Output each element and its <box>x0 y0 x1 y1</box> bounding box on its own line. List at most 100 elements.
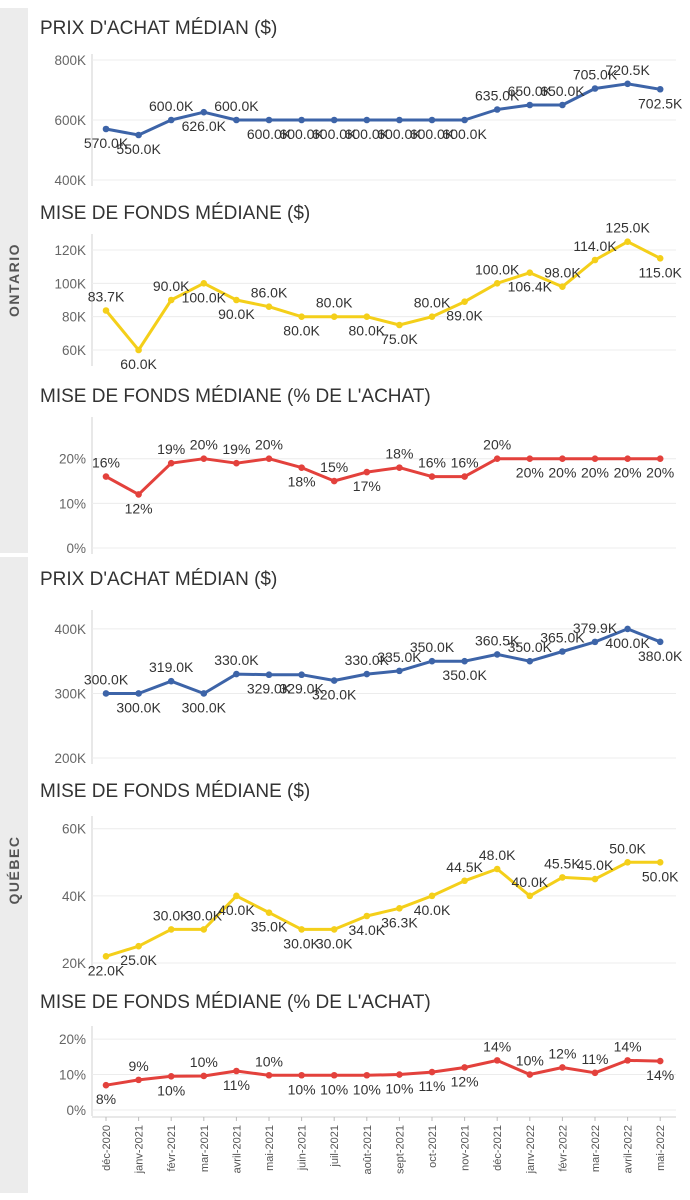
data-point[interactable] <box>135 1076 142 1084</box>
data-point[interactable] <box>265 1071 273 1079</box>
data-point[interactable] <box>591 455 599 463</box>
data-point[interactable] <box>526 101 534 109</box>
data-point[interactable] <box>559 1064 566 1071</box>
data-point[interactable] <box>461 298 468 305</box>
data-point[interactable] <box>526 657 534 665</box>
data-point[interactable] <box>102 473 110 480</box>
data-point[interactable] <box>656 638 664 646</box>
data-point[interactable] <box>298 1071 305 1079</box>
data-point[interactable] <box>493 1057 501 1064</box>
data-point[interactable] <box>428 116 436 124</box>
data-point[interactable] <box>330 313 338 320</box>
data-point[interactable] <box>135 346 142 354</box>
data-point[interactable] <box>656 455 664 463</box>
data-point[interactable] <box>624 1057 631 1064</box>
data-point[interactable] <box>167 459 175 467</box>
data-point[interactable] <box>265 116 273 124</box>
data-point[interactable] <box>493 106 501 113</box>
data-point[interactable] <box>591 256 599 264</box>
data-point[interactable] <box>298 116 305 124</box>
data-point[interactable] <box>102 690 110 697</box>
data-point[interactable] <box>265 909 273 916</box>
data-point[interactable] <box>265 303 273 310</box>
data-point[interactable] <box>102 307 110 314</box>
data-point[interactable] <box>330 477 338 485</box>
data-point[interactable] <box>624 625 631 633</box>
data-point[interactable] <box>428 1068 436 1076</box>
data-point[interactable] <box>396 904 403 912</box>
data-point[interactable] <box>298 313 305 320</box>
data-point[interactable] <box>298 464 305 471</box>
data-point[interactable] <box>396 1071 403 1078</box>
data-point[interactable] <box>591 1069 599 1077</box>
data-point[interactable] <box>461 1064 468 1071</box>
data-point[interactable] <box>559 648 566 655</box>
data-point[interactable] <box>591 875 599 883</box>
data-point[interactable] <box>298 926 305 933</box>
data-point[interactable] <box>330 677 338 684</box>
data-point[interactable] <box>200 280 208 287</box>
data-point[interactable] <box>233 1067 240 1075</box>
data-point[interactable] <box>591 638 599 646</box>
data-point[interactable] <box>363 670 371 678</box>
data-point[interactable] <box>461 473 468 480</box>
data-point[interactable] <box>396 464 403 471</box>
data-point[interactable] <box>102 125 110 133</box>
data-point[interactable] <box>135 131 142 139</box>
data-point[interactable] <box>461 116 468 124</box>
data-point[interactable] <box>656 255 664 262</box>
data-point[interactable] <box>135 942 142 950</box>
data-point[interactable] <box>363 468 371 476</box>
data-point[interactable] <box>102 952 110 960</box>
data-point[interactable] <box>265 671 273 679</box>
data-point[interactable] <box>526 892 534 900</box>
data-point[interactable] <box>330 926 338 933</box>
data-point[interactable] <box>233 892 240 900</box>
data-point[interactable] <box>624 455 631 463</box>
data-point[interactable] <box>624 80 631 88</box>
data-point[interactable] <box>363 313 371 320</box>
data-point[interactable] <box>233 670 240 678</box>
data-point[interactable] <box>363 116 371 124</box>
data-point[interactable] <box>265 455 273 463</box>
data-point[interactable] <box>624 858 631 866</box>
data-point[interactable] <box>396 321 403 329</box>
data-point[interactable] <box>656 85 664 93</box>
data-point[interactable] <box>396 116 403 124</box>
data-point[interactable] <box>461 657 468 665</box>
data-point[interactable] <box>461 877 468 885</box>
data-point[interactable] <box>102 1081 110 1089</box>
data-point[interactable] <box>624 238 631 245</box>
data-point[interactable] <box>167 116 175 124</box>
data-point[interactable] <box>233 116 240 124</box>
data-point[interactable] <box>298 671 305 679</box>
data-point[interactable] <box>428 473 436 480</box>
data-point[interactable] <box>135 690 142 697</box>
data-point[interactable] <box>200 690 208 697</box>
data-point[interactable] <box>200 455 208 463</box>
data-point[interactable] <box>200 108 208 116</box>
data-point[interactable] <box>396 667 403 675</box>
data-point[interactable] <box>559 283 566 290</box>
data-point[interactable] <box>233 296 240 304</box>
data-point[interactable] <box>363 912 371 920</box>
data-point[interactable] <box>526 455 534 463</box>
data-point[interactable] <box>656 1057 664 1065</box>
data-point[interactable] <box>656 858 664 866</box>
data-point[interactable] <box>428 892 436 900</box>
data-point[interactable] <box>493 651 501 658</box>
data-point[interactable] <box>167 926 175 933</box>
data-point[interactable] <box>363 1071 371 1079</box>
data-point[interactable] <box>559 455 566 463</box>
data-point[interactable] <box>428 313 436 320</box>
data-point[interactable] <box>591 85 599 92</box>
data-point[interactable] <box>167 1073 175 1080</box>
data-point[interactable] <box>200 926 208 933</box>
data-point[interactable] <box>493 455 501 463</box>
data-point[interactable] <box>233 459 240 467</box>
data-point[interactable] <box>526 1071 534 1078</box>
data-point[interactable] <box>167 296 175 304</box>
data-point[interactable] <box>493 280 501 287</box>
data-point[interactable] <box>526 269 534 276</box>
data-point[interactable] <box>559 101 566 109</box>
